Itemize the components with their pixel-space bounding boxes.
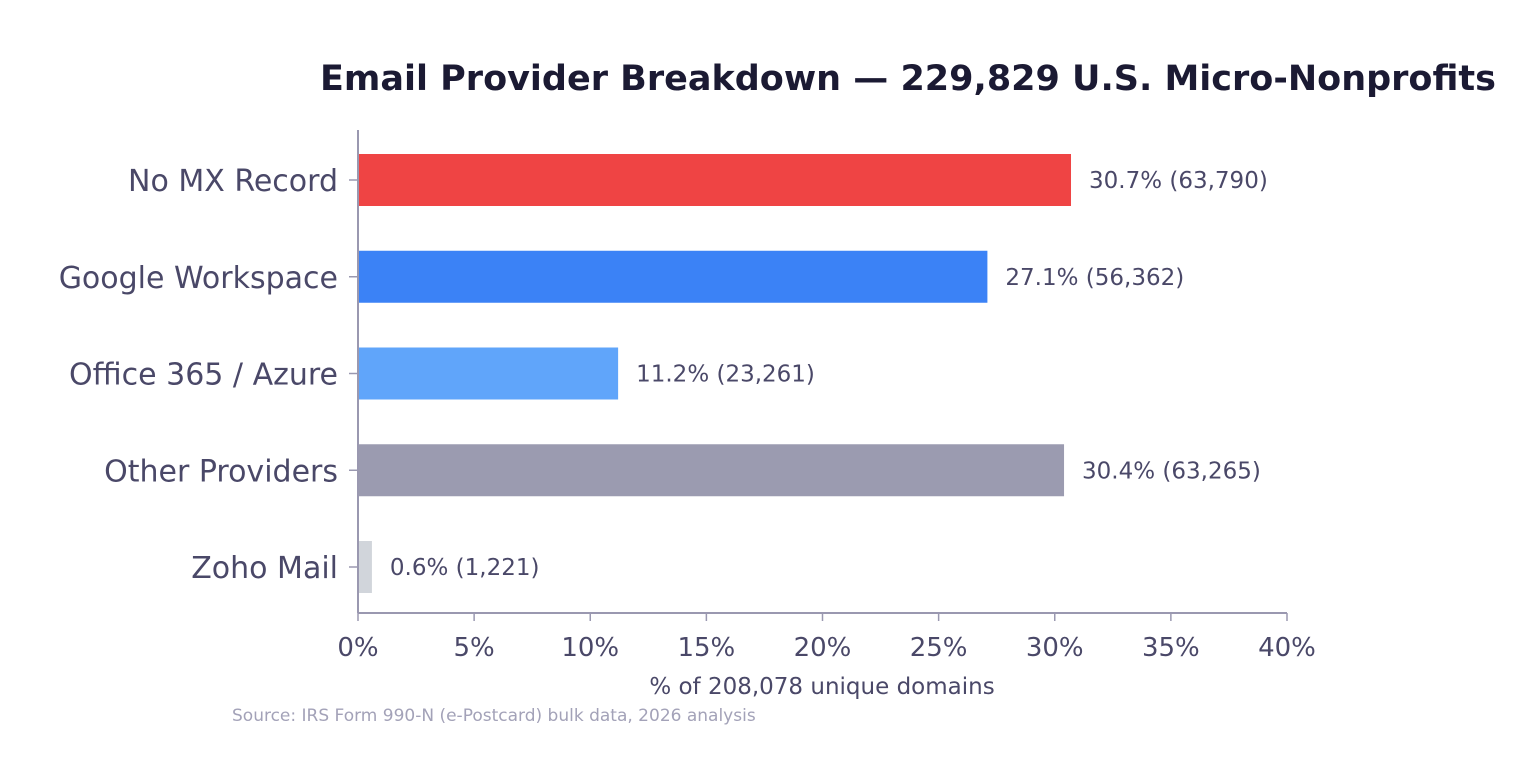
x-axis-label: % of 208,078 unique domains bbox=[649, 674, 994, 700]
y-tick-label-office-365-azure: Office 365 / Azure bbox=[69, 358, 338, 393]
y-tick-label-google-workspace: Google Workspace bbox=[59, 261, 338, 296]
x-tick-label-20: 20% bbox=[794, 633, 852, 663]
bar-zoho-mail bbox=[358, 541, 372, 593]
source-note: Source: IRS Form 990-N (e-Postcard) bulk… bbox=[232, 706, 756, 726]
bar-no-mx-record bbox=[358, 154, 1072, 206]
axes-layer: No MX Record Google Workspace Office 365 /… bbox=[59, 130, 1316, 663]
x-tick-label-35: 35% bbox=[1142, 633, 1200, 663]
x-tick-label-10: 10% bbox=[561, 633, 619, 663]
data-label-zoho-mail: 0.6% (1,221) bbox=[390, 555, 540, 581]
x-tick-label-0: 0% bbox=[337, 633, 378, 663]
x-tick-label-5: 5% bbox=[454, 633, 495, 663]
x-tick-label-30: 30% bbox=[1026, 633, 1084, 663]
y-tick-label-other-providers: Other Providers bbox=[104, 454, 338, 489]
chart-title: Email Provider Breakdown — 229,829 U.S. … bbox=[320, 59, 1496, 99]
y-tick-label-zoho-mail: Zoho Mail bbox=[191, 551, 338, 586]
x-tick-label-25: 25% bbox=[910, 633, 968, 663]
x-tick-label-40: 40% bbox=[1258, 633, 1316, 663]
data-label-no-mx-record: 30.7% (63,790) bbox=[1089, 168, 1268, 194]
y-tick-label-no-mx-record: No MX Record bbox=[128, 164, 338, 199]
data-label-google-workspace: 27.1% (56,362) bbox=[1005, 265, 1184, 291]
bar-other-providers bbox=[358, 444, 1065, 497]
bar-office-365-azure bbox=[358, 347, 619, 400]
bar-google-workspace bbox=[358, 250, 988, 303]
data-label-other-providers: 30.4% (63,265) bbox=[1082, 458, 1261, 484]
bars-layer: 30.7% (63,790) 27.1% (56,362) 11.2% (23,26… bbox=[358, 154, 1268, 593]
data-label-office-365-azure: 11.2% (23,261) bbox=[636, 362, 815, 388]
x-tick-label-15: 15% bbox=[677, 633, 735, 663]
